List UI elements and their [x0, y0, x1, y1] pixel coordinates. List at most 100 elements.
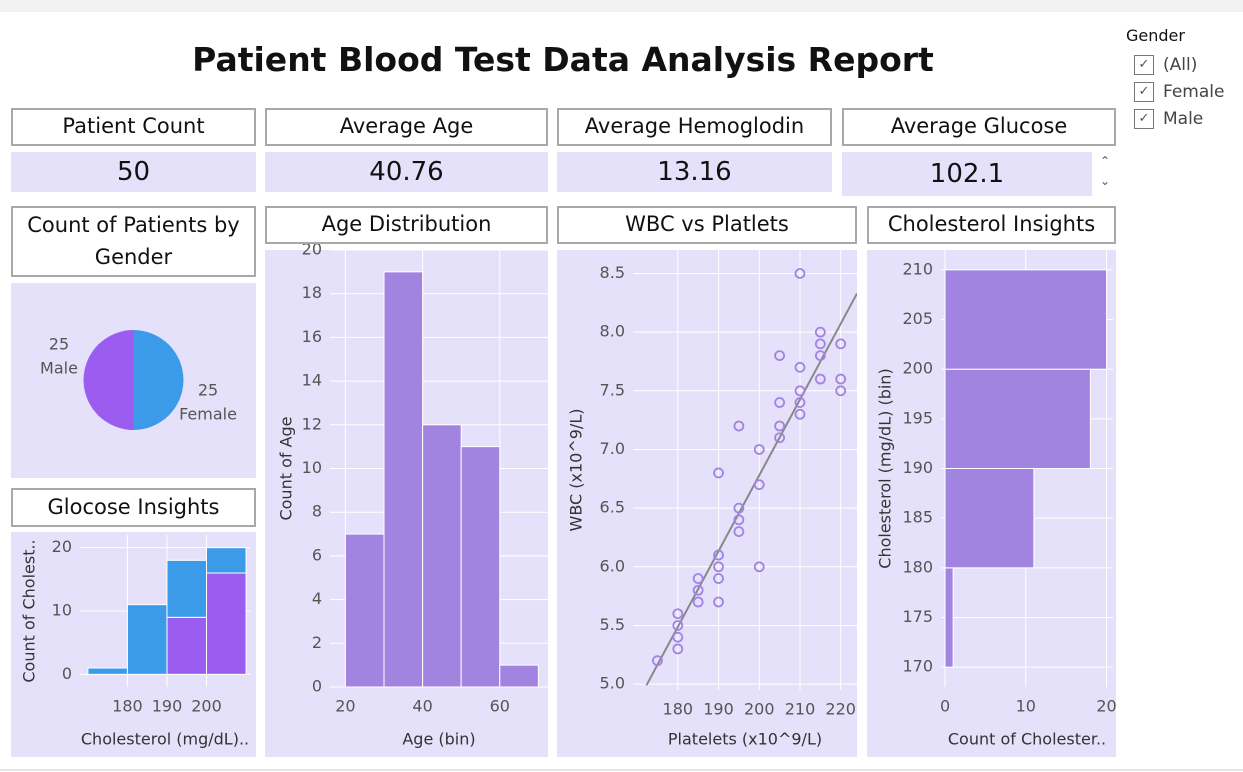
y-tick-label: 18 — [302, 283, 322, 302]
kpi-value: 13.16 — [557, 152, 832, 192]
x-tick-label: 20 — [335, 697, 355, 716]
y-tick-label: 170 — [902, 657, 933, 676]
scatter-point — [713, 596, 724, 608]
y-tick-label: 8.5 — [600, 263, 625, 282]
scatter-point — [713, 561, 724, 573]
filter-title: Gender — [1126, 26, 1185, 45]
pie-slice — [133, 330, 184, 430]
y-tick-label: 14 — [302, 371, 322, 390]
chart-header: Age Distribution — [265, 206, 548, 244]
histogram-bar — [206, 572, 247, 675]
x-tick-label: 180 — [663, 700, 694, 719]
filter-option[interactable]: Female — [1163, 82, 1225, 102]
y-tick-label: 210 — [902, 259, 933, 278]
scatter-point — [835, 373, 847, 385]
histogram-bar — [422, 424, 462, 688]
scatter-point — [733, 526, 745, 537]
y-tick-label: 10 — [302, 458, 322, 477]
y-tick-label: 0 — [62, 664, 72, 683]
kpi-value: 50 — [11, 152, 256, 192]
scatter-point — [692, 573, 704, 584]
x-tick-label: 180 — [112, 697, 143, 716]
scatter-point — [753, 561, 765, 573]
y-tick-label: 180 — [902, 557, 933, 576]
histogram-bar — [126, 604, 168, 675]
scatter-point — [794, 268, 806, 279]
chart-header: Glocose Insights — [11, 488, 256, 527]
filter-option[interactable]: Male — [1163, 109, 1204, 129]
histogram-bar — [87, 667, 128, 675]
y-tick-label: 6.0 — [600, 556, 625, 575]
y-tick-label: 5.5 — [600, 615, 625, 634]
scatter-point — [733, 514, 745, 526]
chart-header: WBC vs Platlets — [557, 206, 857, 244]
y-tick-label: 190 — [902, 458, 933, 477]
spinner-up[interactable]: ⌃ — [1099, 154, 1111, 168]
scatter-point — [794, 397, 806, 408]
scatter-point — [713, 573, 724, 584]
y-axis-label: Count of Cholest.. — [20, 539, 39, 682]
pie-category-label: Male — [40, 358, 78, 377]
scatter-point — [774, 397, 786, 408]
scatter-point — [713, 549, 724, 561]
dashboard-title: Patient Blood Test Data Analysis Report — [192, 40, 934, 79]
bar — [944, 269, 1108, 370]
y-tick-label: 195 — [902, 408, 933, 427]
scatter-point — [733, 502, 745, 514]
scatter-point — [713, 467, 724, 479]
y-tick-label: 8 — [312, 502, 322, 521]
scatter-point — [652, 655, 663, 667]
kpi-value: 102.1 — [842, 152, 1092, 196]
pie-slice — [83, 330, 134, 430]
y-tick-label: 20 — [302, 240, 322, 259]
kpi-label: Average Glucose — [842, 108, 1116, 146]
y-tick-label: 175 — [902, 607, 933, 626]
scatter-point — [774, 420, 786, 432]
checkbox[interactable]: ✓ — [1134, 55, 1154, 75]
y-tick-label: 0 — [312, 677, 322, 696]
kpi-label: Average Age — [265, 108, 548, 146]
y-axis-label: Count of Age — [277, 416, 296, 520]
y-tick-label: 12 — [302, 414, 322, 433]
histogram-bar — [499, 664, 539, 688]
kpi-label: Average Hemoglodin — [557, 108, 832, 146]
y-tick-label: 4 — [312, 589, 322, 608]
panel — [557, 250, 857, 757]
y-axis-label: Cholesterol (mg/dL) (bin) — [876, 368, 895, 568]
chart-header: Cholesterol Insights — [867, 206, 1116, 244]
y-tick-label: 5.0 — [600, 674, 625, 693]
scatter-point — [794, 361, 806, 373]
scatter-point — [794, 408, 806, 420]
y-tick-label: 7.0 — [600, 439, 625, 458]
y-tick-label: 7.5 — [600, 380, 625, 399]
x-tick-label: 220 — [825, 700, 856, 719]
bar — [944, 468, 1035, 569]
scatter-point — [672, 631, 684, 643]
pie-category-label: Female — [179, 405, 237, 424]
bar — [944, 368, 1091, 470]
y-tick-label: 16 — [302, 327, 322, 346]
y-axis-label: WBC (x10^9/L) — [567, 409, 586, 532]
x-tick-label: 210 — [785, 700, 816, 719]
x-axis-label: Count of Cholester.. — [948, 730, 1106, 749]
spinner-down[interactable]: ⌄ — [1099, 174, 1111, 188]
checkbox[interactable]: ✓ — [1134, 82, 1154, 102]
scatter-point — [672, 620, 684, 631]
x-axis-label: Cholesterol (mg/dL).. — [81, 730, 249, 749]
checkbox[interactable]: ✓ — [1134, 109, 1154, 129]
x-tick-label: 190 — [152, 697, 183, 716]
y-tick-label: 20 — [52, 537, 72, 556]
scatter-point — [692, 584, 704, 596]
scatter-point — [814, 350, 826, 362]
scatter-point — [733, 420, 745, 432]
pie-value-label: 25 — [49, 334, 69, 353]
filter-option[interactable]: (All) — [1163, 55, 1198, 75]
scatter-point — [814, 326, 826, 338]
x-tick-label: 200 — [744, 700, 775, 719]
y-tick-label: 185 — [902, 508, 933, 527]
scatter-point — [835, 338, 847, 350]
x-axis-label: Age (bin) — [402, 730, 475, 749]
x-tick-label: 190 — [703, 700, 734, 719]
